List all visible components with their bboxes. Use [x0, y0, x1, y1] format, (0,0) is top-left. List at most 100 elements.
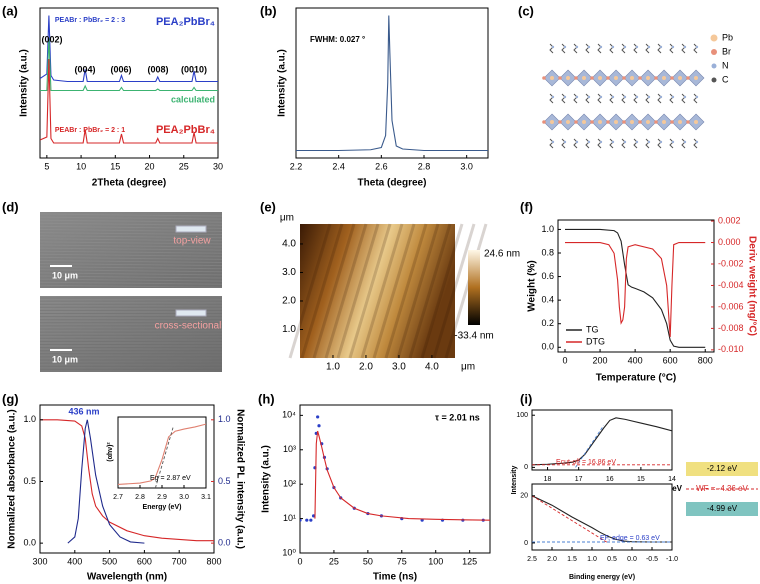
x-tick-label: 700: [172, 556, 187, 566]
y2-tick-label: -0.010: [718, 344, 744, 354]
organic: [585, 93, 590, 104]
y-tick-label: 1.0: [282, 324, 296, 335]
y-tick-label: 0: [524, 464, 528, 471]
x-tick-label: 20: [145, 161, 155, 171]
atom: [670, 76, 674, 80]
atom: [630, 76, 634, 80]
atom: [635, 140, 639, 144]
x-tick-label: 1.0: [326, 362, 340, 373]
atom: [582, 76, 586, 80]
legend-label: Br: [722, 46, 731, 56]
atom: [558, 76, 562, 80]
organic: [669, 93, 674, 104]
annotation: (006): [110, 64, 131, 74]
organic: [645, 43, 650, 54]
atom: [683, 140, 687, 144]
unit-label: μm: [461, 362, 475, 373]
x-tick-label: 25: [329, 556, 339, 566]
x-tick-label: 3.0: [392, 362, 406, 373]
unit-label: μm: [280, 213, 294, 224]
colorbar-label: 24.6 nm: [484, 249, 520, 260]
x-tick-label: 2.8: [135, 494, 145, 501]
y-tick-label: 20: [520, 493, 528, 500]
sem-image: [40, 296, 222, 372]
x-tick-label: 200: [593, 355, 608, 365]
x-tick-label: 0: [563, 355, 568, 365]
annotation: (0010): [181, 64, 207, 74]
sem-streak: [39, 235, 223, 239]
atom: [614, 76, 618, 80]
y-tick-label: 0.6: [541, 271, 554, 281]
x-tick-label: 2.6: [375, 161, 388, 171]
series-group: [532, 417, 672, 468]
sem-streak: [39, 232, 223, 236]
y2-tick-label: 0.002: [718, 215, 741, 225]
series-group: [40, 15, 218, 144]
atom: [694, 76, 698, 80]
organic: [669, 138, 674, 149]
afm-texture: [444, 223, 488, 359]
x-tick-label: 3.1: [201, 494, 211, 501]
legend-swatch: [710, 34, 718, 42]
organic: [645, 93, 650, 104]
x-tick-label: 400: [67, 556, 82, 566]
organic: [573, 93, 578, 104]
x-tick-label: 2.4: [332, 161, 345, 171]
energy-label: -2.12 eV: [707, 464, 738, 473]
series-group: [300, 415, 490, 522]
series-group: [565, 228, 706, 348]
x-tick-label: 2.5: [527, 556, 537, 563]
x-tick-label: 2.7: [113, 494, 123, 501]
sem-streak: [39, 238, 223, 242]
afm-texture: [372, 223, 416, 359]
x-axis-label: Binding energy (eV): [569, 574, 635, 581]
atom: [551, 95, 555, 99]
organic: [633, 93, 638, 104]
organic: [693, 93, 698, 104]
annotation: 436 nm: [68, 406, 99, 416]
annotation: EF, edge = 0.63 eV: [600, 535, 660, 542]
y-tick-label: 1.0: [541, 224, 554, 234]
annotation: PEA₂PbBr₄: [156, 124, 215, 136]
x-tick-label: 3.0: [460, 161, 473, 171]
annotation: PEA₂PbBr₄: [156, 16, 215, 28]
organic: [693, 138, 698, 149]
atom: [638, 120, 642, 124]
data-point: [317, 424, 321, 428]
y-tick-label: 10³: [283, 444, 296, 454]
x-tick-label: 100: [428, 556, 443, 566]
atom: [646, 120, 650, 124]
series-group: [532, 495, 672, 544]
afm-texture: [336, 223, 380, 359]
x-tick-label: 15: [110, 161, 120, 171]
atom: [654, 76, 658, 80]
energy-level: [686, 462, 758, 476]
afm-texture: [420, 223, 464, 359]
atom: [614, 120, 618, 124]
afm-texture: [408, 223, 452, 359]
y2-tick-label: -0.004: [718, 280, 744, 290]
x-tick-label: 2.0: [547, 556, 557, 563]
plot-area: [39, 7, 219, 159]
atom: [646, 76, 650, 80]
data-line: [575, 425, 604, 468]
data-line: [314, 430, 490, 521]
legend-swatch: [711, 49, 717, 55]
atom: [659, 140, 663, 144]
y-tick-label: 4.0: [282, 239, 296, 250]
data-line: [118, 423, 206, 485]
x-axis-label: Energy (eV): [143, 504, 182, 511]
y-tick-label: 10⁴: [282, 410, 296, 420]
x-axis-label: Wavelength (nm): [87, 572, 167, 583]
x-axis-label: Time (ns): [373, 572, 417, 583]
x-tick-label: 75: [397, 556, 407, 566]
afm-texture: [384, 223, 428, 359]
afm-image: [300, 224, 455, 358]
x-axis-label: Theta (degree): [358, 178, 427, 189]
data-point: [305, 518, 309, 522]
view-label: cross-sectional: [155, 321, 222, 332]
organic: [561, 43, 566, 54]
atom: [611, 45, 615, 49]
x-tick-label: 14: [668, 476, 676, 483]
